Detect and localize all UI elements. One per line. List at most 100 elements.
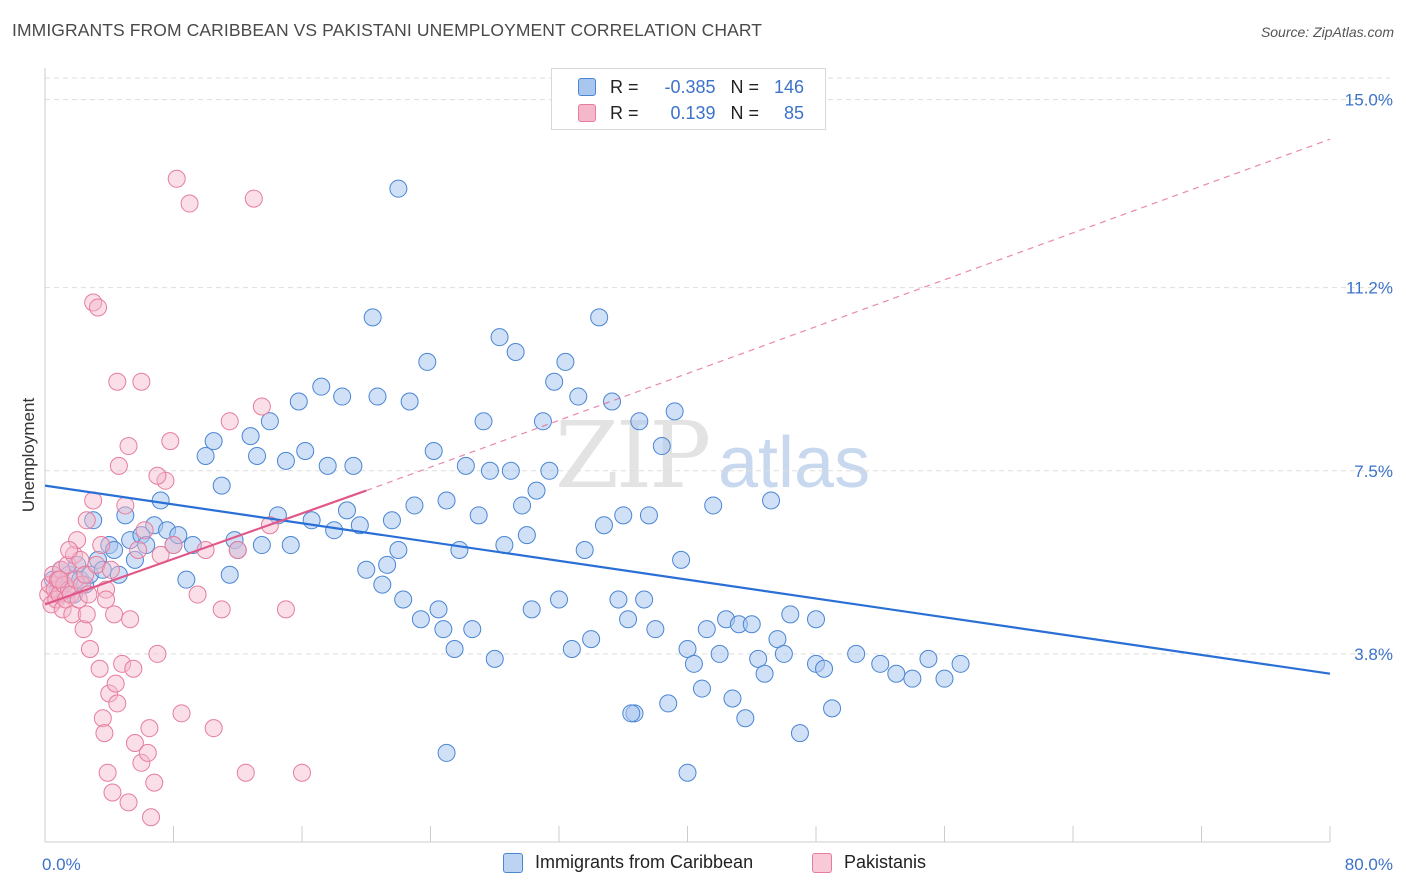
pakistani-point	[172, 704, 191, 723]
caribbean-point	[450, 540, 469, 559]
caribbean-point	[678, 763, 697, 782]
caribbean-point	[241, 427, 260, 446]
legend-item-caribbean[interactable]: Immigrants from Caribbean	[503, 852, 753, 873]
caribbean-point	[424, 442, 443, 460]
legend-r-label: R =	[610, 102, 639, 123]
legend-row-pakistanis: R = 0.139 N = 85	[578, 100, 804, 126]
pakistani-point	[252, 397, 271, 416]
pakistani-point	[138, 743, 157, 762]
pakistani-point	[103, 783, 122, 802]
pakistani-point	[164, 536, 183, 555]
caribbean-point	[373, 575, 392, 594]
caribbean-point	[749, 649, 768, 668]
caribbean-point	[196, 446, 215, 465]
caribbean-point	[736, 709, 755, 728]
x-tick-label: 0.0%	[42, 855, 81, 874]
caribbean-point	[527, 481, 546, 500]
caribbean-point	[790, 724, 809, 743]
caribbean-point	[429, 600, 448, 619]
caribbean-point	[125, 550, 144, 569]
pakistani-point	[98, 763, 117, 782]
tick-labels: 3.8% 7.5% 11.2% 15.0% 0.0% 80.0% Unemployment	[19, 91, 1393, 874]
pakistani-point	[135, 521, 154, 540]
caribbean-point	[382, 511, 401, 530]
caribbean-point	[533, 412, 552, 431]
caribbean-point	[456, 456, 475, 475]
caribbean-point	[400, 392, 419, 411]
caribbean-point	[678, 639, 697, 658]
caribbean-point	[84, 511, 103, 530]
caribbean-point	[665, 402, 684, 421]
caribbean-point	[445, 639, 464, 658]
pakistani-point	[119, 793, 138, 812]
caribbean-point	[350, 516, 369, 535]
pakistani-point	[228, 540, 247, 559]
caribbean-point	[871, 654, 890, 673]
pakistani-point	[121, 610, 140, 629]
legend-label-pakistanis: Pakistanis	[844, 852, 927, 872]
caribbean-point	[594, 516, 613, 535]
caribbean-point	[781, 605, 800, 624]
y-tick-label: 3.8%	[1354, 645, 1393, 664]
caribbean-point	[887, 664, 906, 683]
caribbean-point	[325, 521, 344, 540]
caribbean-point	[762, 491, 781, 510]
caribbean-point	[652, 437, 671, 456]
caribbean-point	[575, 540, 594, 559]
caribbean-point	[935, 669, 954, 688]
caribbean-point	[204, 432, 223, 451]
pakistani-point	[236, 763, 255, 782]
pakistani-point	[220, 412, 239, 431]
y-tick-label: 15.0%	[1345, 91, 1393, 110]
axes	[44, 68, 1331, 843]
legend-n-value: 146	[774, 76, 805, 97]
legend-item-pakistanis[interactable]: Pakistanis	[812, 852, 926, 873]
caribbean-point	[169, 526, 188, 545]
caribbean-point	[252, 536, 271, 555]
caribbean-point	[437, 743, 456, 762]
caribbean-point	[312, 377, 331, 396]
caribbean-point	[296, 442, 315, 460]
caribbean-point	[951, 654, 970, 673]
caribbean-point	[344, 456, 363, 475]
pakistani-point	[167, 169, 186, 188]
legend-swatch-blue	[578, 78, 596, 96]
pakistani-point	[101, 560, 120, 579]
caribbean-point	[569, 387, 588, 406]
caribbean-point	[517, 526, 536, 545]
caribbean-point	[672, 550, 691, 569]
caribbean-point	[919, 649, 938, 668]
caribbean-point	[562, 639, 581, 658]
legend-r-label: R =	[610, 76, 639, 97]
pakistani-point	[132, 753, 151, 772]
pakistani-point	[55, 575, 74, 594]
series-legend: Immigrants from Caribbean Pakistanis	[0, 852, 1406, 878]
pakistani-point	[108, 372, 127, 391]
caribbean-point	[697, 620, 716, 639]
legend-n-label: N =	[730, 76, 760, 97]
caribbean-point	[474, 412, 493, 431]
legend-label-caribbean: Immigrants from Caribbean	[535, 852, 754, 872]
caribbean-point	[437, 491, 456, 510]
caribbean-point	[684, 654, 703, 673]
pakistani-point	[97, 590, 116, 609]
pakistani-point	[89, 298, 108, 317]
pakistani-point	[77, 605, 96, 624]
caribbean-point	[480, 461, 499, 480]
caribbean-point	[490, 328, 509, 347]
caribbean-point	[619, 610, 638, 629]
caribbean-point	[389, 540, 408, 559]
caribbean-point	[755, 664, 774, 683]
pakistani-point	[161, 432, 180, 451]
legend-r-value: -0.385	[664, 76, 716, 97]
caribbean-point	[212, 476, 231, 495]
caribbean-point	[506, 343, 525, 362]
caribbean-point	[556, 352, 575, 371]
legend-row-caribbean: R = -0.385 N = 146	[578, 74, 804, 100]
pakistani-trend-line	[44, 489, 367, 606]
caribbean-point	[635, 590, 654, 609]
caribbean-point	[823, 699, 842, 718]
caribbean-point	[609, 590, 628, 609]
pakistani-point	[77, 511, 96, 530]
caribbean-point	[368, 387, 387, 406]
